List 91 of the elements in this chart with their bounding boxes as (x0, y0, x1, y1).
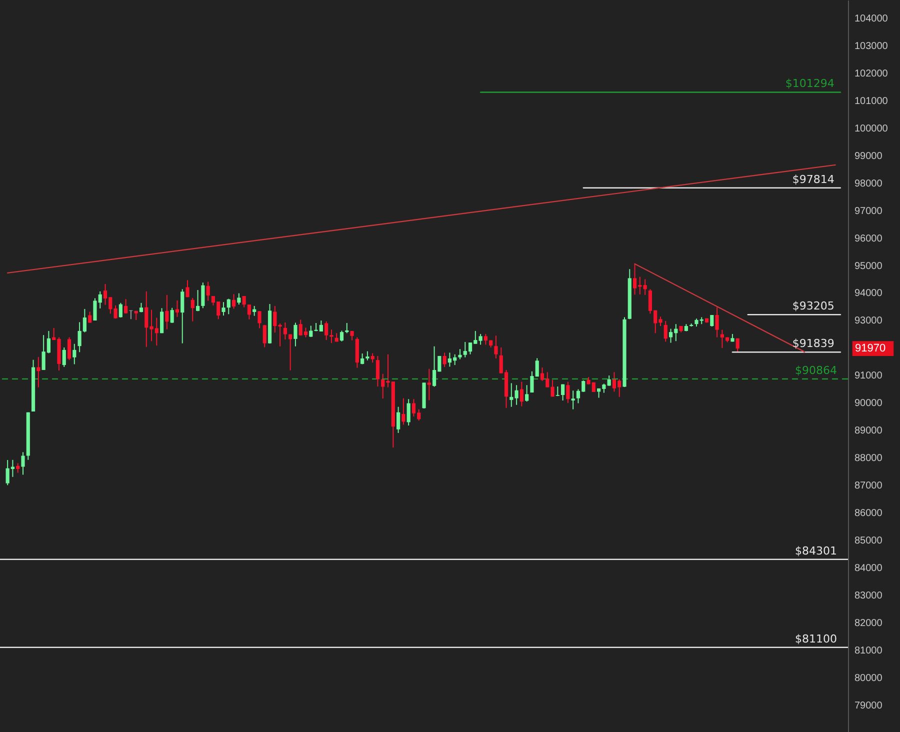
y-tick-label: 89000 (854, 426, 883, 437)
candlestick (715, 306, 719, 338)
candlestick (16, 462, 20, 474)
candlestick (710, 314, 714, 328)
y-tick-label: 103000 (854, 40, 888, 52)
y-tick-label: 101000 (854, 96, 888, 107)
y-tick-label: 87000 (854, 480, 883, 492)
candlestick (402, 398, 406, 426)
candlestick (124, 298, 128, 314)
candlestick (36, 356, 40, 388)
y-tick-label: 96000 (854, 233, 883, 244)
y-tick-label: 79000 (854, 700, 883, 712)
candlestick (262, 324, 266, 348)
candlestick (571, 390, 575, 410)
candlestick (226, 298, 230, 315)
y-tick-label: 80000 (854, 673, 883, 684)
candlestick (129, 310, 133, 320)
candlestick (196, 289, 200, 312)
y-tick-label: 81000 (854, 646, 883, 657)
y-tick-label: 86000 (854, 508, 883, 520)
candlestick (222, 302, 226, 316)
y-tick-label: 85000 (854, 536, 883, 547)
y-tick-label: 94000 (854, 288, 883, 300)
candlestick (206, 281, 210, 302)
series-label: $101294 (785, 77, 834, 90)
candlestick (484, 333, 488, 346)
ref-line-label: $81100 (795, 632, 837, 646)
candlestick (396, 406, 400, 434)
candlestick (62, 346, 66, 368)
candlestick (186, 280, 190, 298)
series-label: $91839 (792, 337, 834, 350)
candlestick (170, 307, 174, 324)
candlestick (643, 278, 647, 296)
y-tick-label: 102000 (854, 68, 888, 80)
candlestick (139, 302, 144, 313)
candlestick (525, 384, 529, 402)
candlestick (232, 294, 236, 310)
candlestick (190, 297, 194, 322)
candlestick (736, 338, 740, 353)
ref-line-label: $90864 (795, 364, 837, 377)
candlestick (520, 381, 524, 407)
candlestick (160, 308, 164, 334)
candlestick (458, 348, 462, 360)
candlestick (201, 282, 205, 309)
y-tick-label: 95000 (854, 260, 883, 272)
candlestick (67, 336, 72, 361)
text: 91970 (855, 342, 886, 355)
y-tick-label: 98000 (854, 178, 883, 190)
candlestick (442, 352, 446, 368)
candlestick (247, 304, 251, 320)
candlestick (72, 343, 76, 365)
candlestick (556, 386, 560, 397)
series-label: $97814 (792, 172, 834, 186)
candlestick (566, 381, 570, 404)
y-tick-label: 91000 (854, 370, 883, 382)
candlestick (478, 333, 482, 346)
candlestick (664, 320, 668, 342)
candlestick (370, 352, 374, 364)
candlestick (283, 322, 287, 340)
y-tick-label: 82000 (854, 618, 883, 630)
y-tick-label: 90000 (854, 398, 883, 410)
candlestick (340, 330, 344, 342)
candlestick (88, 311, 92, 324)
candlestick (561, 384, 565, 401)
y-tick-label: 99000 (854, 150, 883, 162)
y-tick-label: 93000 (854, 316, 883, 327)
candlestick (165, 294, 169, 330)
candlestick (294, 322, 298, 347)
candlestick (237, 292, 241, 306)
y-tick-label: 100000 (854, 123, 888, 134)
y-tick-label: 83000 (854, 590, 883, 602)
candlestick (607, 374, 611, 386)
candlestick (406, 398, 410, 426)
candlestick (494, 335, 498, 359)
candlestick (427, 368, 431, 401)
y-tick-label: 88000 (854, 453, 883, 464)
candlestick (376, 355, 380, 387)
candlestick (21, 452, 25, 476)
candlestick (118, 302, 122, 318)
candlestick (180, 288, 184, 344)
candlestick (252, 305, 256, 316)
candlestick (258, 310, 262, 329)
candlestick (242, 296, 246, 308)
candlestick (355, 336, 359, 368)
candlestick (366, 350, 370, 361)
candlestick (175, 300, 180, 318)
y-tick-label: 84000 (854, 563, 883, 574)
series-label: $93205 (792, 300, 834, 313)
y-tick-label: 104000 (854, 13, 888, 24)
y-tick-label: 97000 (854, 206, 883, 217)
ref-line-label: $84301 (795, 544, 837, 558)
